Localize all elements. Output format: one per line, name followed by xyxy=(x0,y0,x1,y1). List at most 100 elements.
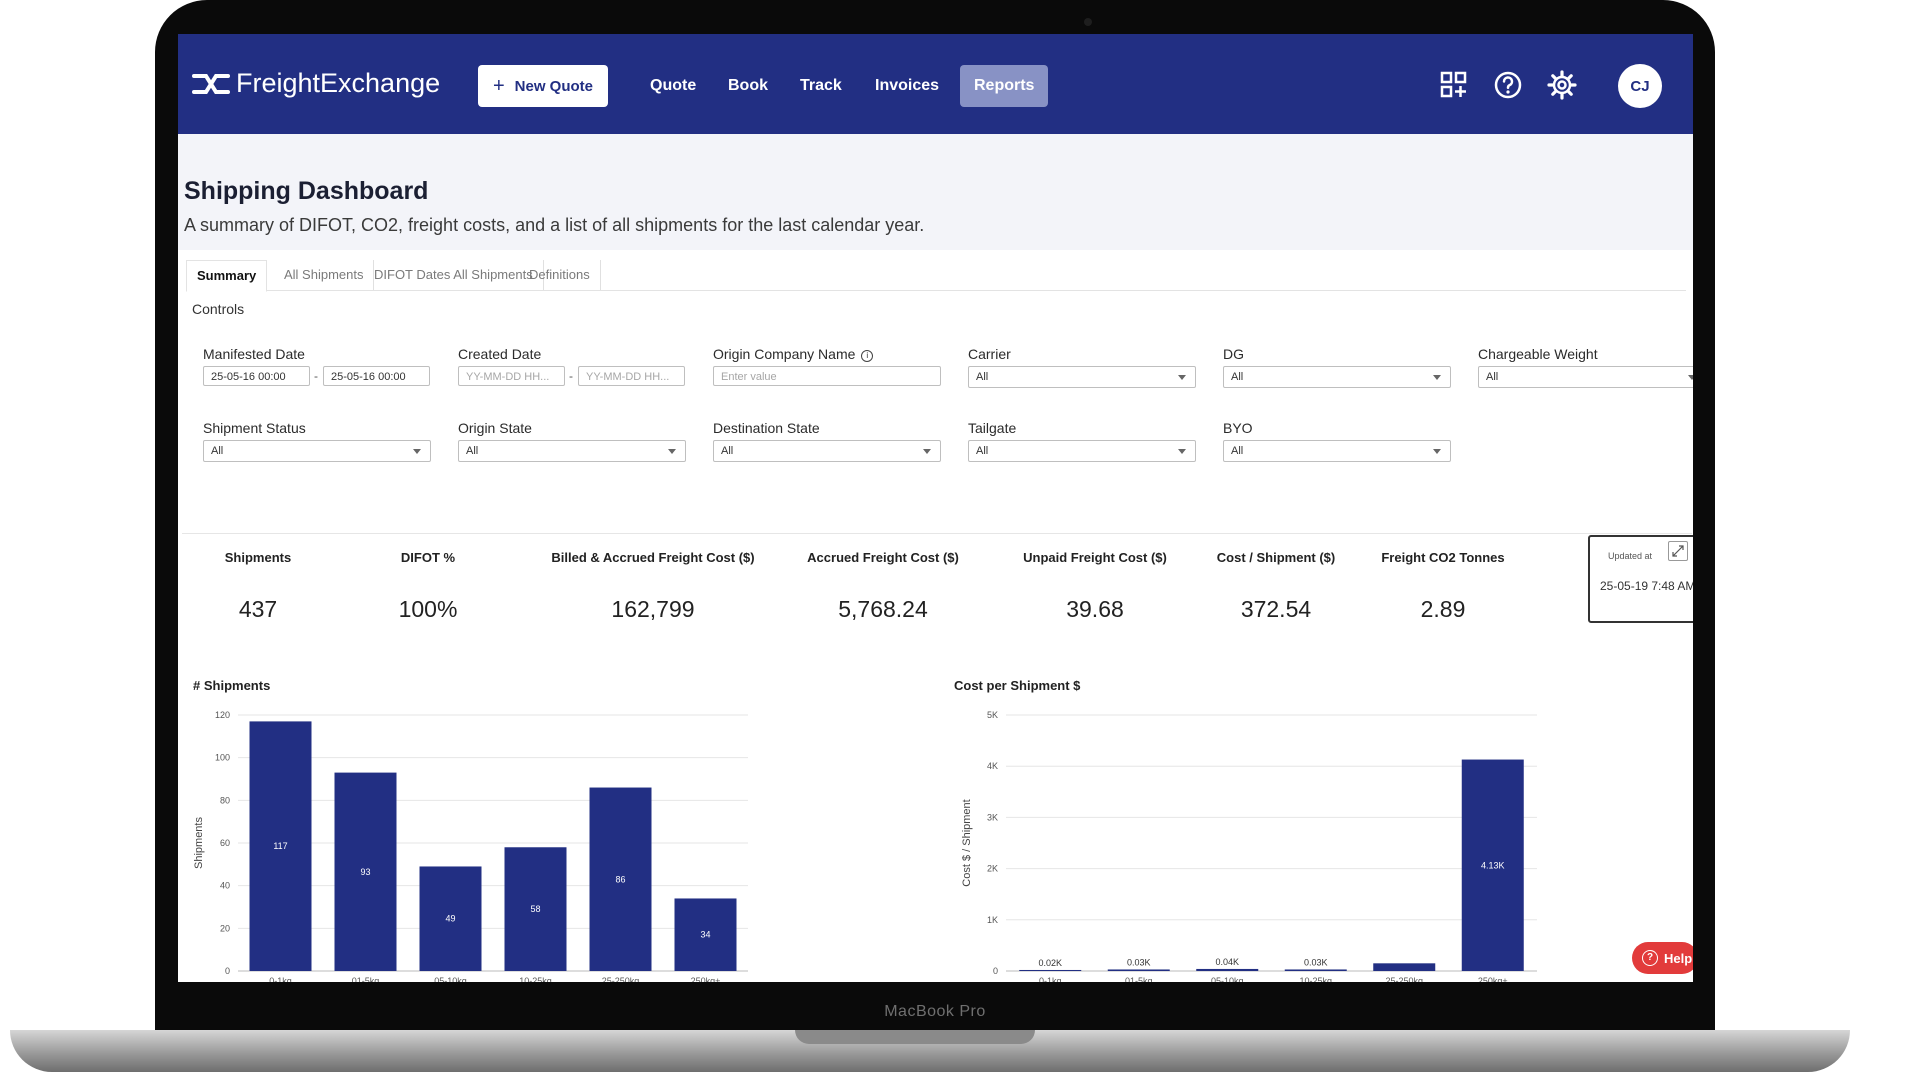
bar-value-label: 49 xyxy=(445,914,455,924)
origin-state-label: Origin State xyxy=(458,420,532,436)
gear-icon[interactable] xyxy=(1546,69,1578,101)
help-label: Help xyxy=(1664,950,1693,966)
chevron-down-icon xyxy=(1178,375,1186,380)
origin-state-select[interactable]: All xyxy=(458,440,686,462)
apps-add-icon[interactable] xyxy=(1438,69,1470,101)
y-tick-label: 4K xyxy=(987,761,998,771)
updated-at-value: 25-05-19 7:48 AM xyxy=(1600,579,1693,593)
kpi-difot-value: 100% xyxy=(398,596,458,622)
help-circle-icon[interactable] xyxy=(1492,69,1524,101)
tab-definitions[interactable]: Definitions xyxy=(519,260,601,290)
date-separator: - xyxy=(314,369,318,383)
kpi-cost-per-shipment-label: Cost / Shipment ($) xyxy=(1216,550,1336,565)
dashboard-tabs: Summary All Shipments DIFOT Dates All Sh… xyxy=(186,260,1686,292)
destination-state-label: Destination State xyxy=(713,420,820,436)
help-button[interactable]: ? Help xyxy=(1632,942,1693,974)
origin-company-input[interactable]: Enter value xyxy=(713,366,941,386)
new-quote-button[interactable]: + New Quote xyxy=(478,65,608,107)
manifested-date-from[interactable]: 25-05-16 00:00 xyxy=(203,366,310,386)
kpi-billed-cost-label: Billed & Accrued Freight Cost ($) xyxy=(551,550,755,565)
manifested-date-to[interactable]: 25-05-16 00:00 xyxy=(323,366,430,386)
bar xyxy=(674,898,737,971)
page-title: Shipping Dashboard xyxy=(184,177,429,205)
x-tick-label: 25-250kg xyxy=(602,976,640,982)
y-tick-label: 60 xyxy=(220,838,230,848)
bar xyxy=(1461,759,1524,971)
destination-state-value: All xyxy=(721,445,734,457)
chevron-down-icon xyxy=(1433,449,1441,454)
nav-reports[interactable]: Reports xyxy=(960,65,1049,107)
kpi-billed-cost-value: 162,799 xyxy=(611,596,695,622)
kpi-unpaid-cost-label: Unpaid Freight Cost ($) xyxy=(1023,550,1167,565)
byo-select[interactable]: All xyxy=(1223,440,1451,462)
cost-chart-title: Cost per Shipment $ xyxy=(954,678,1081,693)
kpi-unpaid-cost-value: 39.68 xyxy=(1066,596,1124,622)
y-tick-label: 0 xyxy=(993,966,998,976)
camera-icon xyxy=(1084,18,1092,26)
tab-summary[interactable]: Summary xyxy=(186,260,268,292)
byo-value: All xyxy=(1231,445,1244,457)
carrier-value: All xyxy=(976,371,989,383)
chevron-down-icon xyxy=(923,449,931,454)
bar xyxy=(1284,969,1347,971)
freightexchange-logo-icon xyxy=(192,73,230,94)
bar-value-label: 93 xyxy=(360,867,370,877)
x-tick-label: 250kg+ xyxy=(1478,976,1508,982)
x-tick-label: 0-1kg xyxy=(269,976,292,982)
kpi-shipments-value: 437 xyxy=(238,596,278,622)
kpi-co2-label: Freight CO2 Tonnes xyxy=(1381,550,1505,565)
chevron-down-icon xyxy=(1433,375,1441,380)
plus-icon: + xyxy=(492,75,505,97)
device-label: MacBook Pro xyxy=(884,1003,986,1020)
origin-state-value: All xyxy=(466,445,479,457)
bar-value-label: 4.13K xyxy=(1481,860,1505,870)
destination-state-select[interactable]: All xyxy=(713,440,941,462)
x-tick-label: 0-1kg xyxy=(1039,976,1062,982)
bar xyxy=(419,866,482,971)
tab-all-shipments[interactable]: All Shipments xyxy=(274,260,375,290)
info-icon[interactable]: i xyxy=(861,350,874,362)
shipment-status-select[interactable]: All xyxy=(203,440,431,462)
bar-value-label: 34 xyxy=(700,930,710,940)
kpi-accrued-cost-label: Accrued Freight Cost ($) xyxy=(807,550,959,565)
created-date-to[interactable]: YY-MM-DD HH... xyxy=(578,366,685,386)
kpi-difot-label: DIFOT % xyxy=(400,550,456,565)
new-quote-label: New Quote xyxy=(514,77,594,95)
chevron-down-icon xyxy=(1178,449,1186,454)
nav-quote[interactable]: Quote xyxy=(650,77,697,94)
y-tick-label: 0 xyxy=(225,966,230,976)
user-avatar[interactable]: CJ xyxy=(1618,64,1662,108)
x-tick-label: 01-5kg xyxy=(1125,976,1153,982)
carrier-select[interactable]: All xyxy=(968,366,1196,388)
bar xyxy=(504,847,567,971)
chargeable-weight-label: Chargeable Weight xyxy=(1478,346,1598,362)
nav-track[interactable]: Track xyxy=(800,77,842,94)
shipments-chart-title: # Shipments xyxy=(193,678,271,693)
origin-company-label-text: Origin Company Name xyxy=(713,346,856,362)
x-tick-label: 250kg+ xyxy=(691,976,721,982)
expand-icon[interactable] xyxy=(1668,541,1688,561)
y-axis-label: Shipments xyxy=(193,817,205,869)
dg-select[interactable]: All xyxy=(1223,366,1451,388)
chargeable-weight-select[interactable]: All xyxy=(1478,366,1693,388)
shipment-status-value: All xyxy=(211,445,224,457)
nav-book[interactable]: Book xyxy=(728,77,768,94)
y-tick-label: 20 xyxy=(220,923,230,933)
brand-logo[interactable]: FreightExchange xyxy=(192,68,440,99)
expand-arrows-icon xyxy=(1672,545,1684,557)
tab-difot-dates[interactable]: DIFOT Dates All Shipments xyxy=(364,260,544,290)
tailgate-select[interactable]: All xyxy=(968,440,1196,462)
top-navbar: FreightExchange + New Quote Quote Book T… xyxy=(178,34,1693,134)
controls-heading: Controls xyxy=(192,301,245,317)
created-date-from[interactable]: YY-MM-DD HH... xyxy=(458,366,565,386)
bar-value-label: 0.03K xyxy=(1127,957,1151,967)
chargeable-weight-value: All xyxy=(1486,371,1499,383)
bar-value-label: 117 xyxy=(273,841,287,851)
y-tick-label: 3K xyxy=(987,812,998,822)
cost-per-shipment-chart: 0 1K 2K 3K 4K 5K Cost $ / Shipment 0.02K 0-1kg 0.… xyxy=(961,710,1537,982)
nav-invoices[interactable]: Invoices xyxy=(875,77,940,94)
chevron-down-icon xyxy=(413,449,421,454)
dg-value: All xyxy=(1231,371,1244,383)
x-tick-label: 01-5kg xyxy=(352,976,380,982)
x-tick-label: 05-10kg xyxy=(1211,976,1244,982)
